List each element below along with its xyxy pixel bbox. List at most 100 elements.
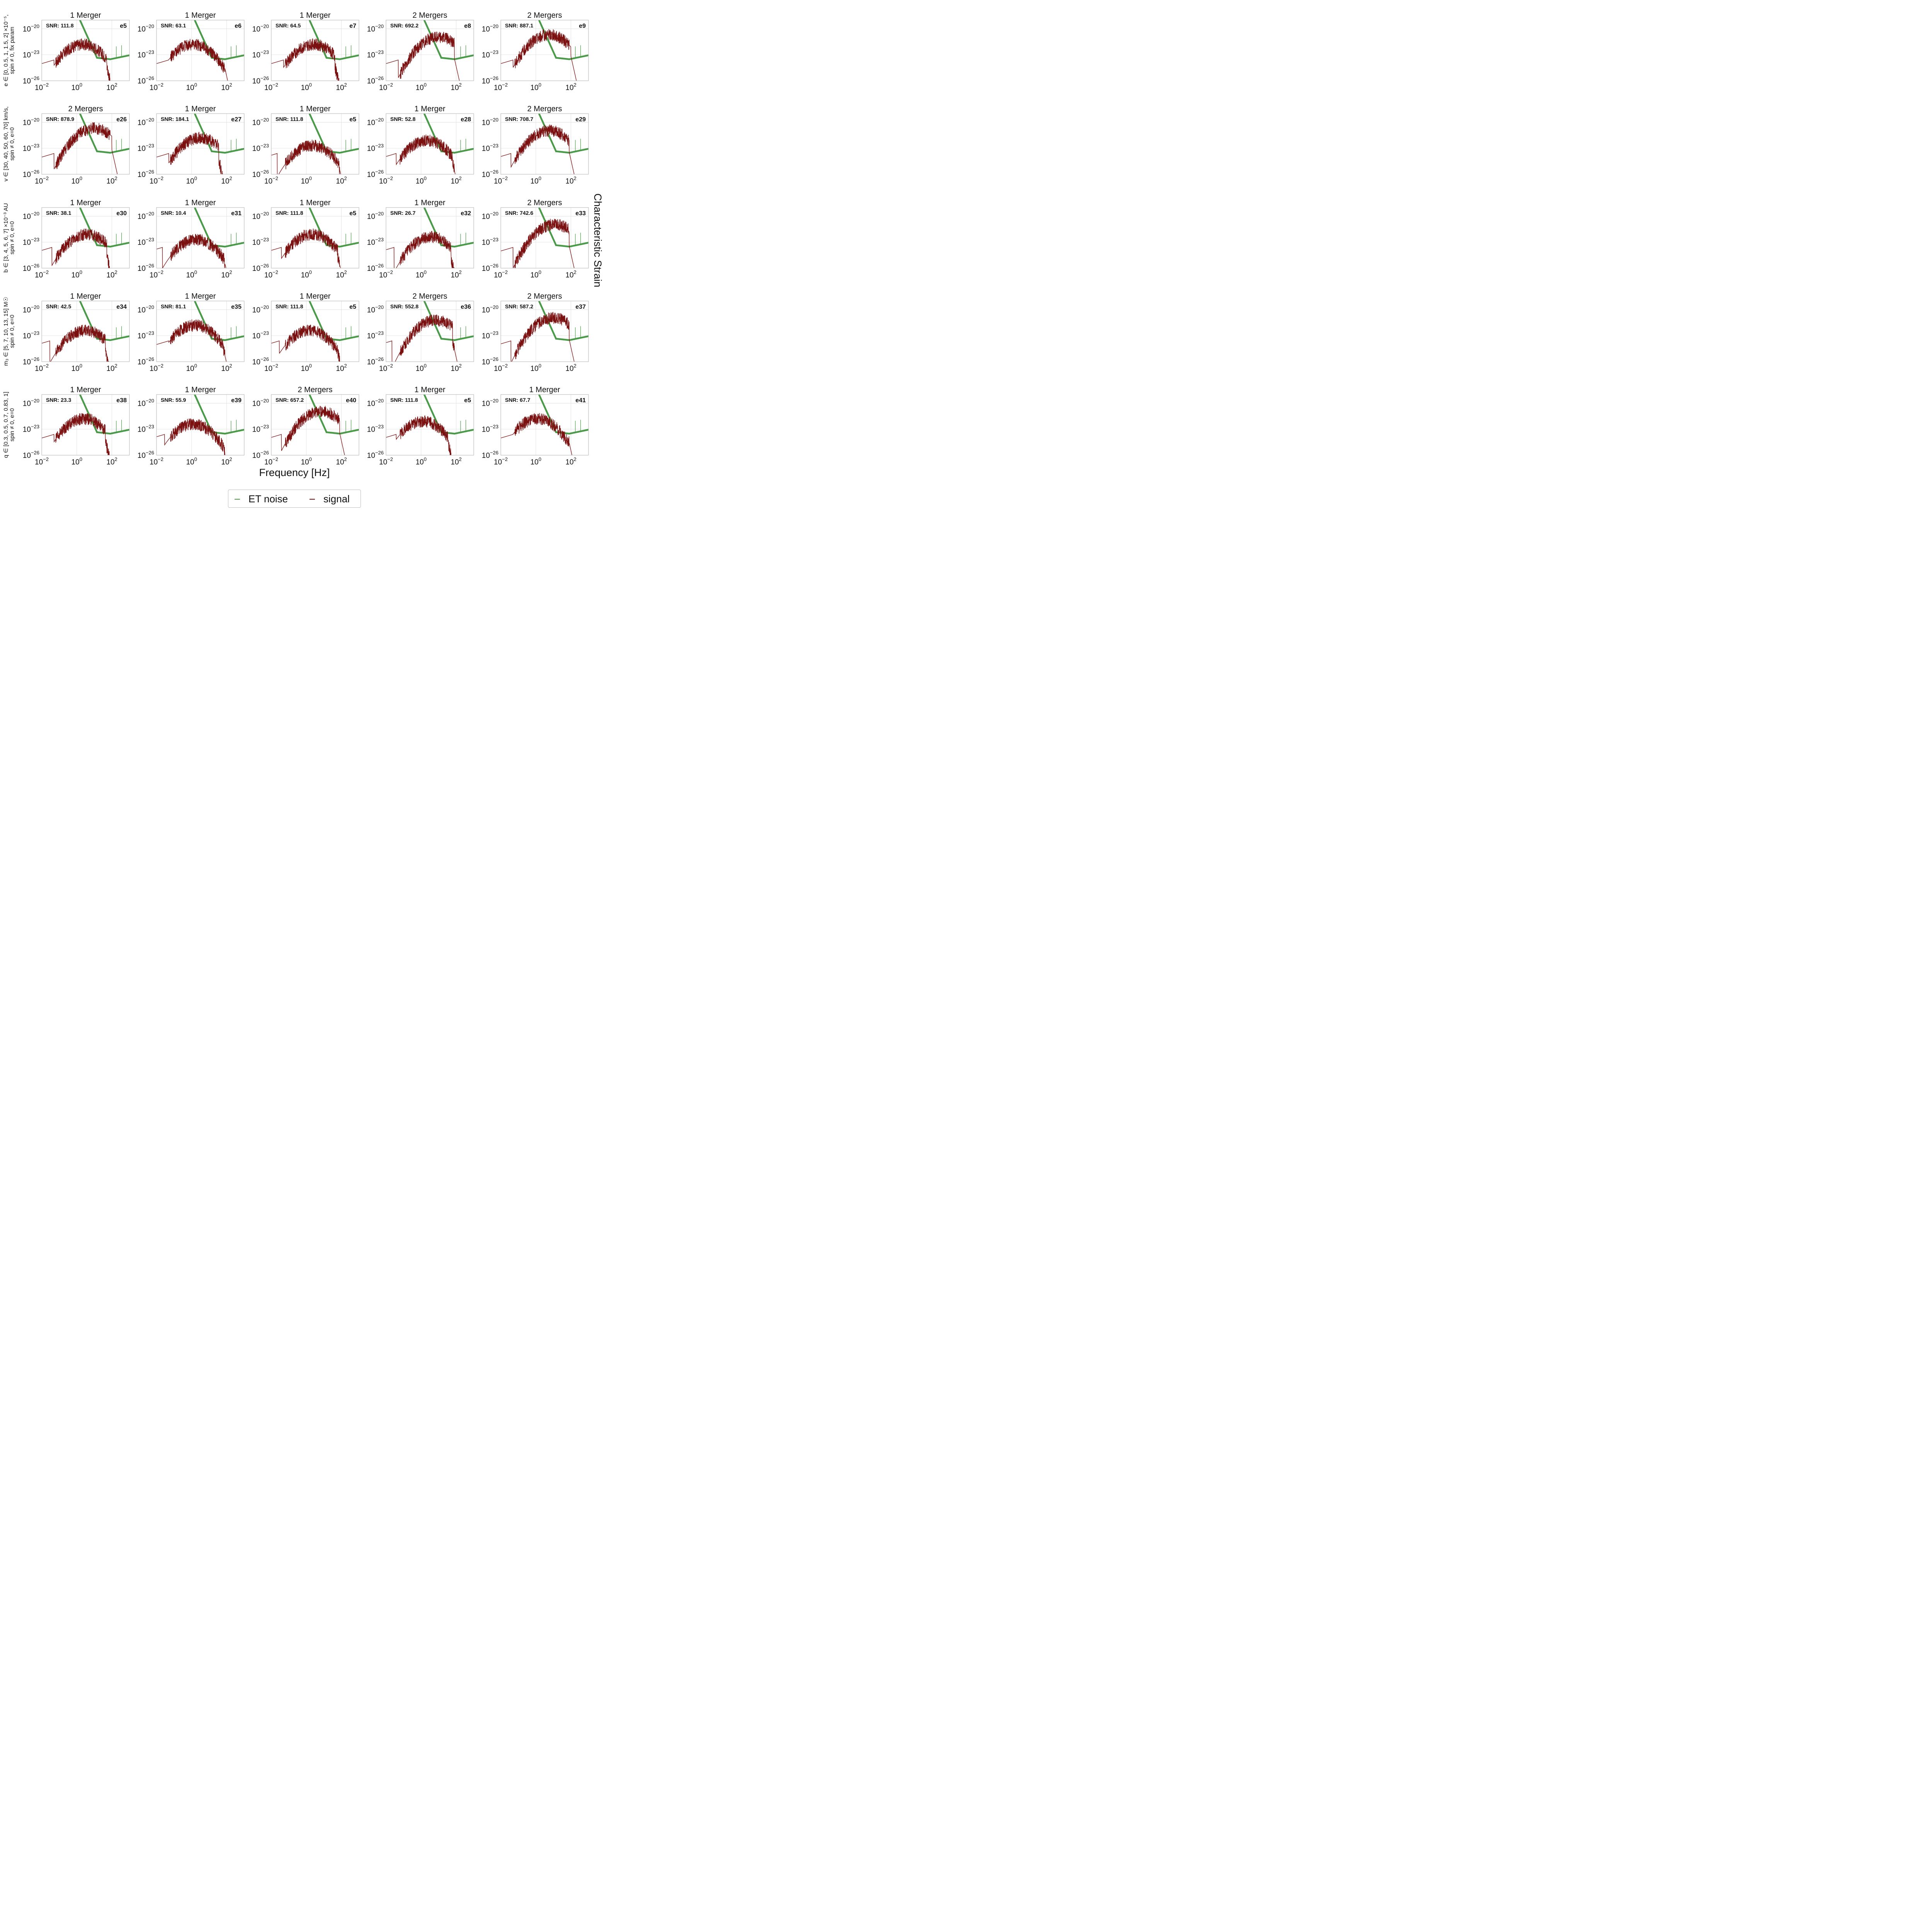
signal-curve: [42, 122, 118, 174]
snr-label: SNR: 111.8: [276, 303, 303, 310]
x-tick-label: 100: [186, 269, 197, 279]
snr-label: SNR: 111.8: [46, 22, 74, 29]
x-tick-label: 100: [531, 82, 541, 92]
x-tick-label: 10−2: [264, 363, 278, 373]
row-label-line: v ∈ [30, 40, 50, 60, 70] km/s,: [3, 107, 9, 182]
plot-area: [271, 114, 359, 174]
x-tick-label: 10−2: [379, 456, 393, 466]
noise-curve: [538, 20, 588, 60]
x-tick-label: 100: [301, 175, 312, 185]
snr-label: SNR: 81.1: [161, 303, 186, 310]
axes-frame: [500, 207, 589, 269]
row-label-line: spin ≠ 0, e=0: [9, 221, 15, 254]
experiment-id: e40: [346, 397, 356, 404]
plot-area: [501, 20, 588, 81]
signal-curve: [386, 134, 456, 174]
subplot-title: 1 Merger: [414, 199, 445, 207]
plot-area: [501, 301, 588, 362]
subplot-title: 2 Mergers: [527, 11, 562, 20]
snr-label: SNR: 64.5: [276, 22, 301, 29]
row-labels: e ∈ [0, 0.5, 1, 1.5, 2] ×10⁻⁵, spin ≠ 0, …: [3, 14, 15, 458]
x-tick-label: 10−2: [494, 456, 508, 466]
x-tick-label: 10−2: [494, 82, 508, 92]
snr-label: SNR: 692.2: [390, 22, 418, 29]
x-tick-label: 100: [301, 363, 312, 373]
y-tick-label: 10−20: [482, 398, 498, 408]
signal-curve: [42, 38, 111, 81]
axes-frame: [500, 113, 589, 175]
plot-area: [271, 301, 359, 362]
y-tick-label: 10−23: [367, 49, 384, 60]
experiment-id: e5: [349, 304, 356, 310]
x-tick-label: 10−2: [264, 175, 278, 185]
y-tick-label: 10−23: [482, 49, 498, 60]
noise-curve: [194, 207, 244, 248]
y-tick-label: 10−20: [252, 23, 269, 33]
plot-area: [386, 207, 474, 268]
snr-label: SNR: 887.1: [505, 22, 533, 29]
subplot-title: 1 Merger: [185, 11, 216, 20]
x-tick-label: 100: [301, 82, 312, 92]
plot-area: [386, 114, 474, 174]
row-label-line: b ∈ [3, 4, 5, 6, 7] ×10⁻³ AU: [3, 203, 9, 273]
subplot-title: 1 Merger: [70, 292, 101, 301]
x-tick-label: 100: [531, 363, 541, 373]
signal-curve: [42, 228, 110, 268]
x-tick-label: 10−2: [379, 363, 393, 373]
signal-curve: [386, 231, 454, 268]
x-tick-label: 10−2: [494, 269, 508, 279]
plot-area: [156, 114, 244, 174]
snr-label: SNR: 55.9: [161, 397, 186, 403]
axes-frame: [41, 301, 130, 362]
legend-swatch-signal-icon: [310, 498, 315, 500]
y-tick-label: 10−23: [482, 237, 498, 247]
axes-frame: [156, 113, 245, 175]
x-axis-label: Frequency [Hz]: [259, 467, 330, 478]
x-tick-label: 100: [186, 363, 197, 373]
noise-curve: [308, 114, 359, 154]
snr-label: SNR: 657.2: [276, 397, 304, 403]
plot-area: [386, 395, 474, 455]
noise-curve: [79, 395, 129, 435]
y-tick-label: 10−23: [367, 330, 384, 340]
y-tick-label: 10−20: [252, 117, 269, 127]
y-tick-label: 10−23: [23, 237, 39, 247]
y-tick-label: 10−23: [23, 143, 39, 153]
axes-frame: [386, 20, 474, 81]
subplot-title: 1 Merger: [185, 199, 216, 207]
noise-curve: [79, 20, 129, 60]
experiment-id: e29: [575, 116, 586, 123]
signal-curve: [156, 418, 226, 455]
row-label-line: q ∈ [0.3, 0.5, 0.7, 0.83, 1]: [3, 392, 9, 458]
subplot-title: 1 Merger: [529, 386, 560, 394]
snr-label: SNR: 708.7: [505, 116, 533, 122]
y-tick-label: 10−23: [138, 143, 154, 153]
y-tick-label: 10−23: [482, 424, 498, 434]
x-tick-label: 10−2: [264, 456, 278, 466]
x-tick-label: 102: [451, 456, 461, 466]
x-tick-label: 102: [565, 175, 576, 185]
snr-label: SNR: 742.6: [505, 210, 533, 216]
y-tick-label: 10−20: [23, 23, 39, 33]
x-tick-label: 100: [416, 456, 427, 466]
x-tick-label: 10−2: [35, 456, 49, 466]
signal-curve: [501, 413, 572, 455]
x-tick-label: 102: [221, 82, 232, 92]
y-tick-label: 10−20: [138, 304, 154, 314]
plot-area: [156, 20, 244, 81]
legend-item-signal: signal: [310, 493, 350, 505]
legend-label-noise: ET noise: [248, 493, 288, 505]
y-tick-label: 10−20: [482, 117, 498, 127]
signal-curve: [271, 38, 339, 81]
x-tick-label: 102: [106, 456, 117, 466]
plot-area: [42, 207, 129, 268]
